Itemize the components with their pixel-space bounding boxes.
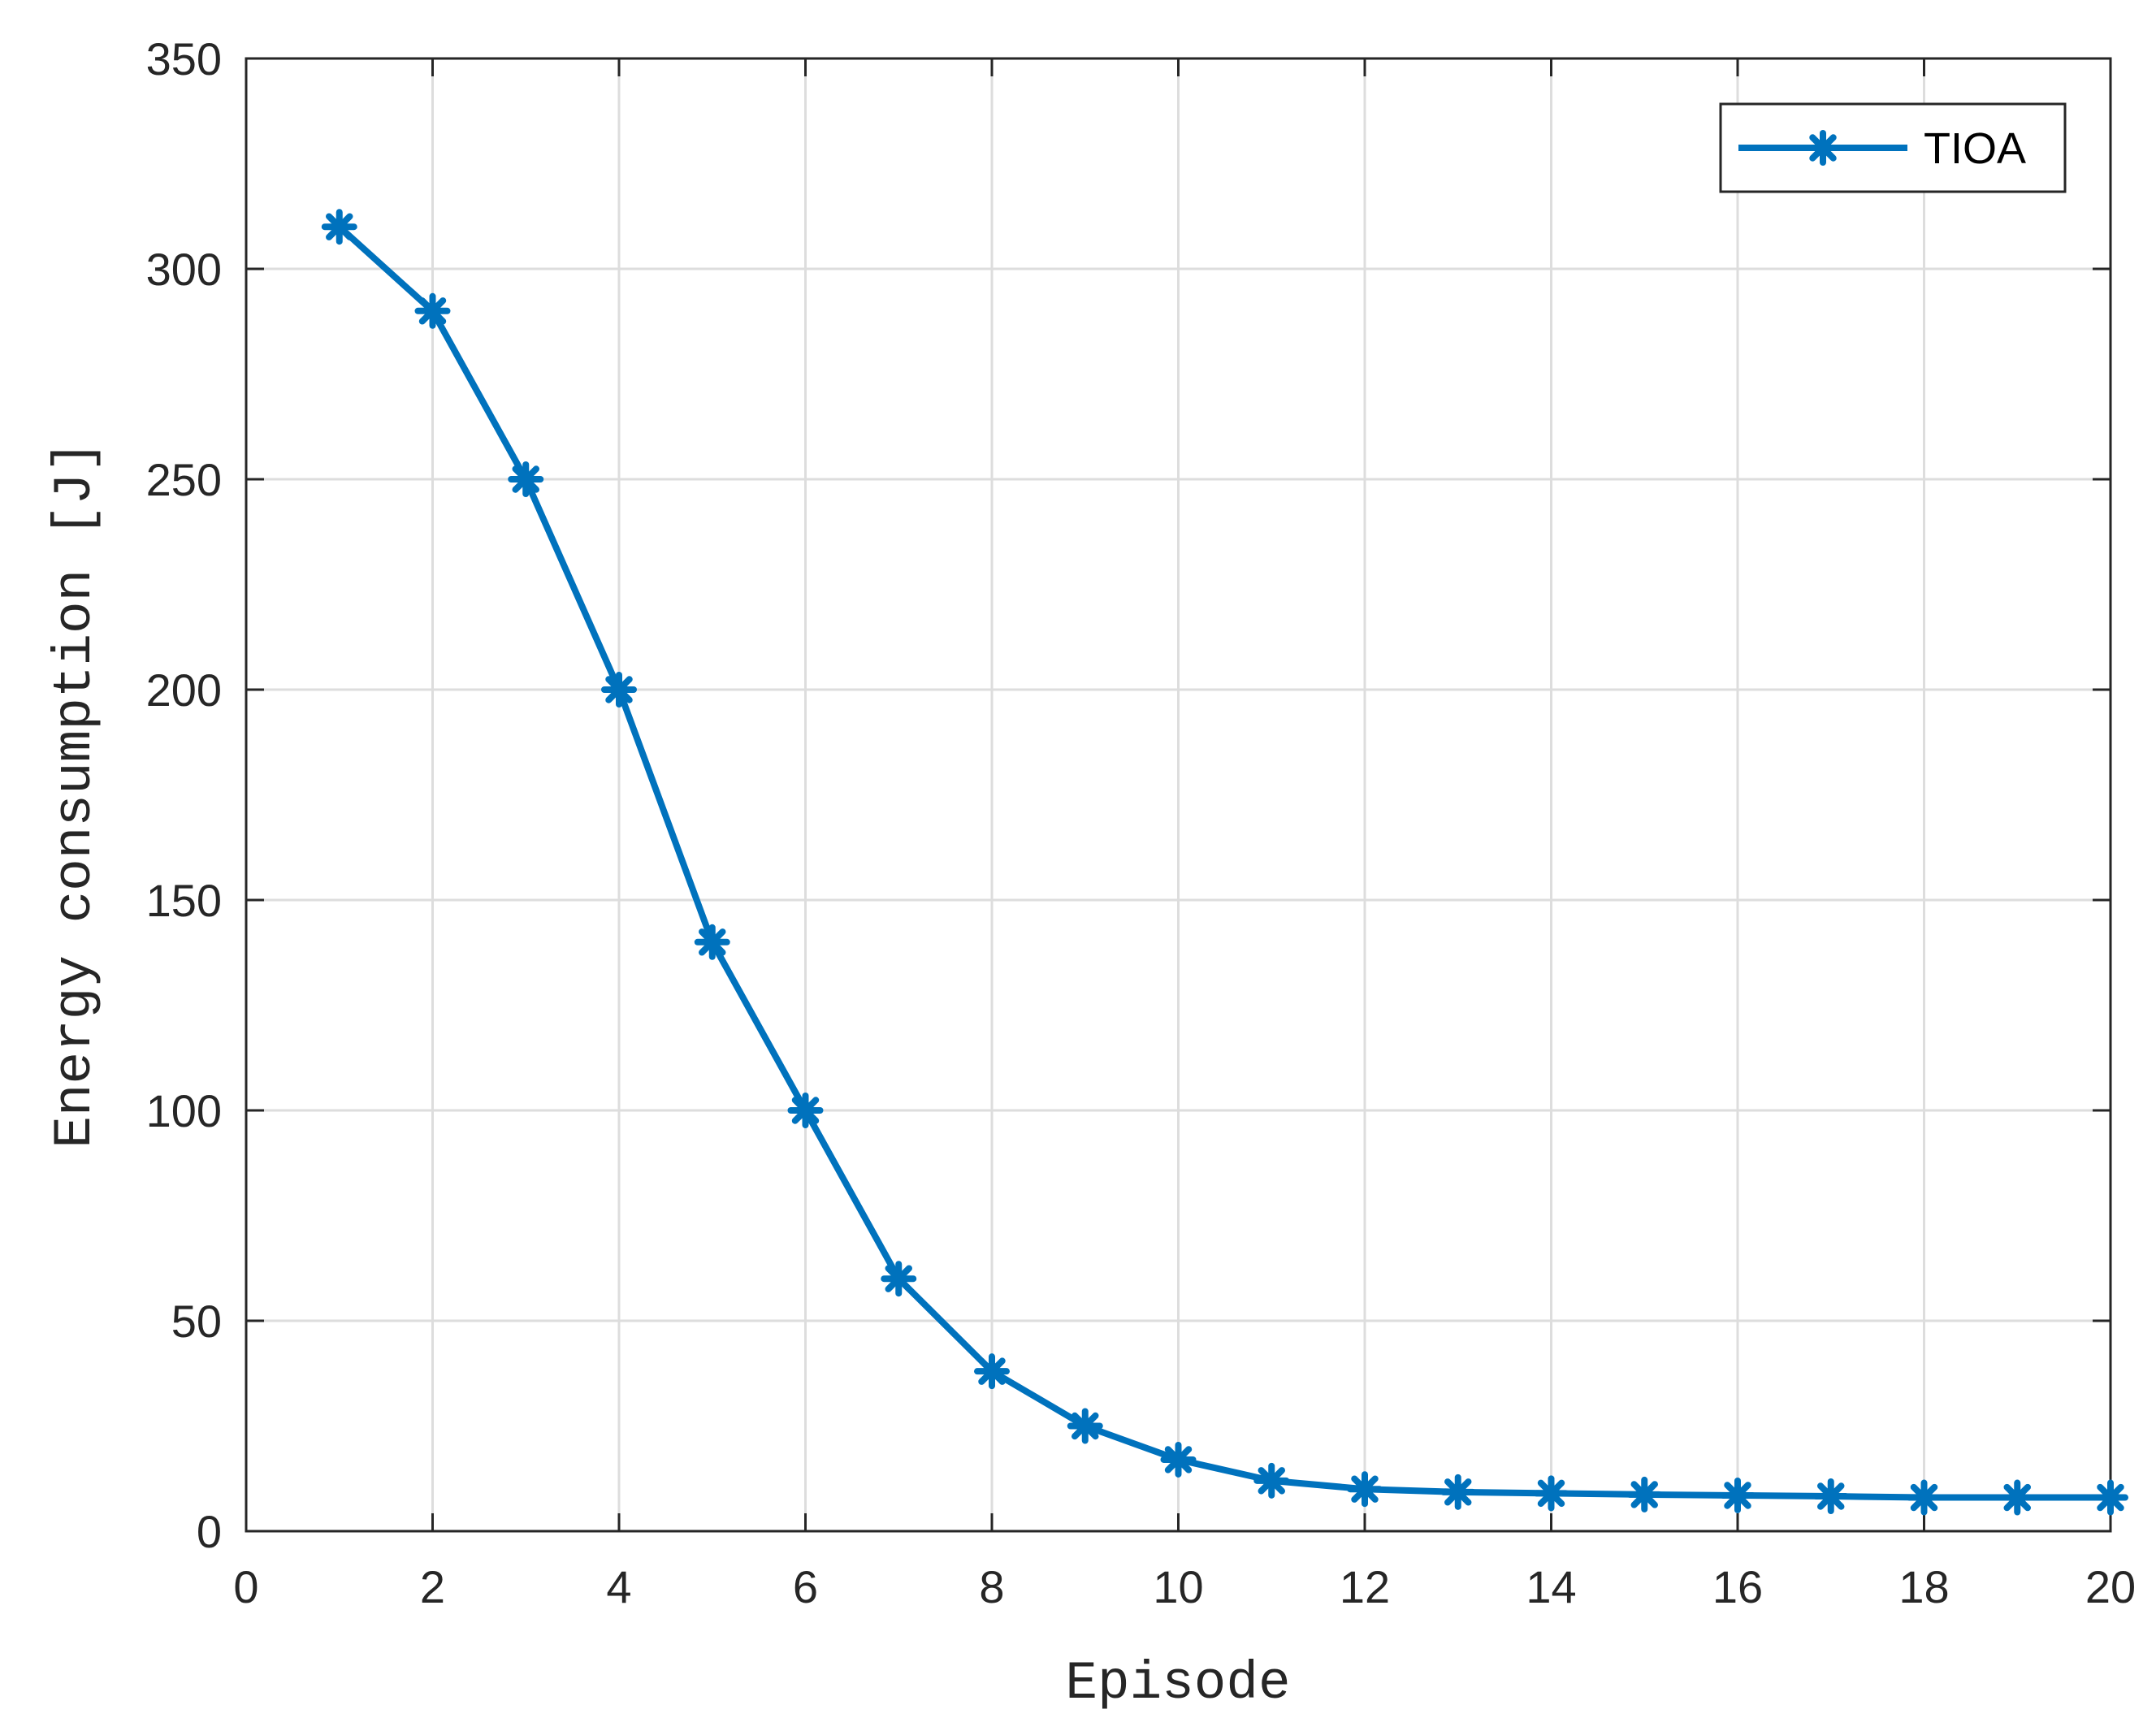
y-tick-labels: 0 50 100 150 200 250 300 350	[146, 33, 222, 1557]
data-point-marker	[1720, 1477, 1756, 1513]
data-point-marker	[508, 461, 544, 497]
data-point-marker	[1067, 1408, 1103, 1444]
x-tick-label: 8	[979, 1561, 1004, 1612]
data-point-marker	[787, 1093, 824, 1128]
y-axis-label: Energy consumption [J]	[45, 440, 106, 1148]
x-tick-label: 2	[420, 1561, 445, 1612]
data-point-marker	[601, 672, 637, 708]
data-point-marker	[1160, 1441, 1197, 1478]
x-tick-label: 6	[793, 1561, 818, 1612]
x-tick-label: 10	[1153, 1561, 1203, 1612]
data-point-marker	[1533, 1475, 1569, 1512]
data-point-marker	[974, 1353, 1010, 1390]
grid-lines	[246, 58, 2111, 1531]
legend: TIOA	[1719, 102, 2067, 193]
data-point-marker	[1812, 1478, 1849, 1515]
data-point-marker	[1347, 1471, 1383, 1508]
data-point-marker	[414, 292, 451, 329]
y-tick-label: 200	[146, 664, 222, 716]
x-tick-label: 14	[1526, 1561, 1576, 1612]
data-point-marker	[1626, 1476, 1663, 1512]
x-tick-label: 16	[1712, 1561, 1763, 1612]
y-tick-label: 250	[146, 454, 222, 505]
x-tick-label: 12	[1340, 1561, 1390, 1612]
series-group	[321, 209, 2128, 1516]
x-tick-label: 0	[233, 1561, 258, 1612]
y-tick-label: 150	[146, 875, 222, 926]
axes-frame	[245, 57, 2112, 1533]
data-point-marker	[1906, 1479, 1942, 1516]
data-point-marker	[1439, 1473, 1476, 1510]
data-point-marker	[1805, 130, 1841, 166]
y-tick-label: 300	[146, 244, 222, 295]
data-point-marker	[694, 924, 730, 960]
data-point-marker	[881, 1261, 917, 1297]
y-tick-label: 50	[171, 1296, 222, 1347]
y-tick-label: 100	[146, 1085, 222, 1136]
data-point-marker	[321, 209, 357, 245]
data-point-marker	[1999, 1479, 2036, 1516]
y-tick-label: 350	[146, 33, 222, 84]
legend-marker	[1805, 130, 1841, 166]
x-tick-label: 20	[2085, 1561, 2136, 1612]
x-axis-label: Episode	[1065, 1653, 1290, 1714]
x-tick-labels: 0 2 4 6 8 10 12 14 16 18 20	[233, 1561, 2136, 1612]
data-point-marker	[1253, 1462, 1290, 1499]
data-point-marker	[2093, 1479, 2128, 1516]
legend-label: TIOA	[1924, 124, 2026, 173]
x-tick-label: 18	[1898, 1561, 1949, 1612]
y-tick-label: 0	[197, 1506, 222, 1557]
x-tick-label: 4	[606, 1561, 631, 1612]
